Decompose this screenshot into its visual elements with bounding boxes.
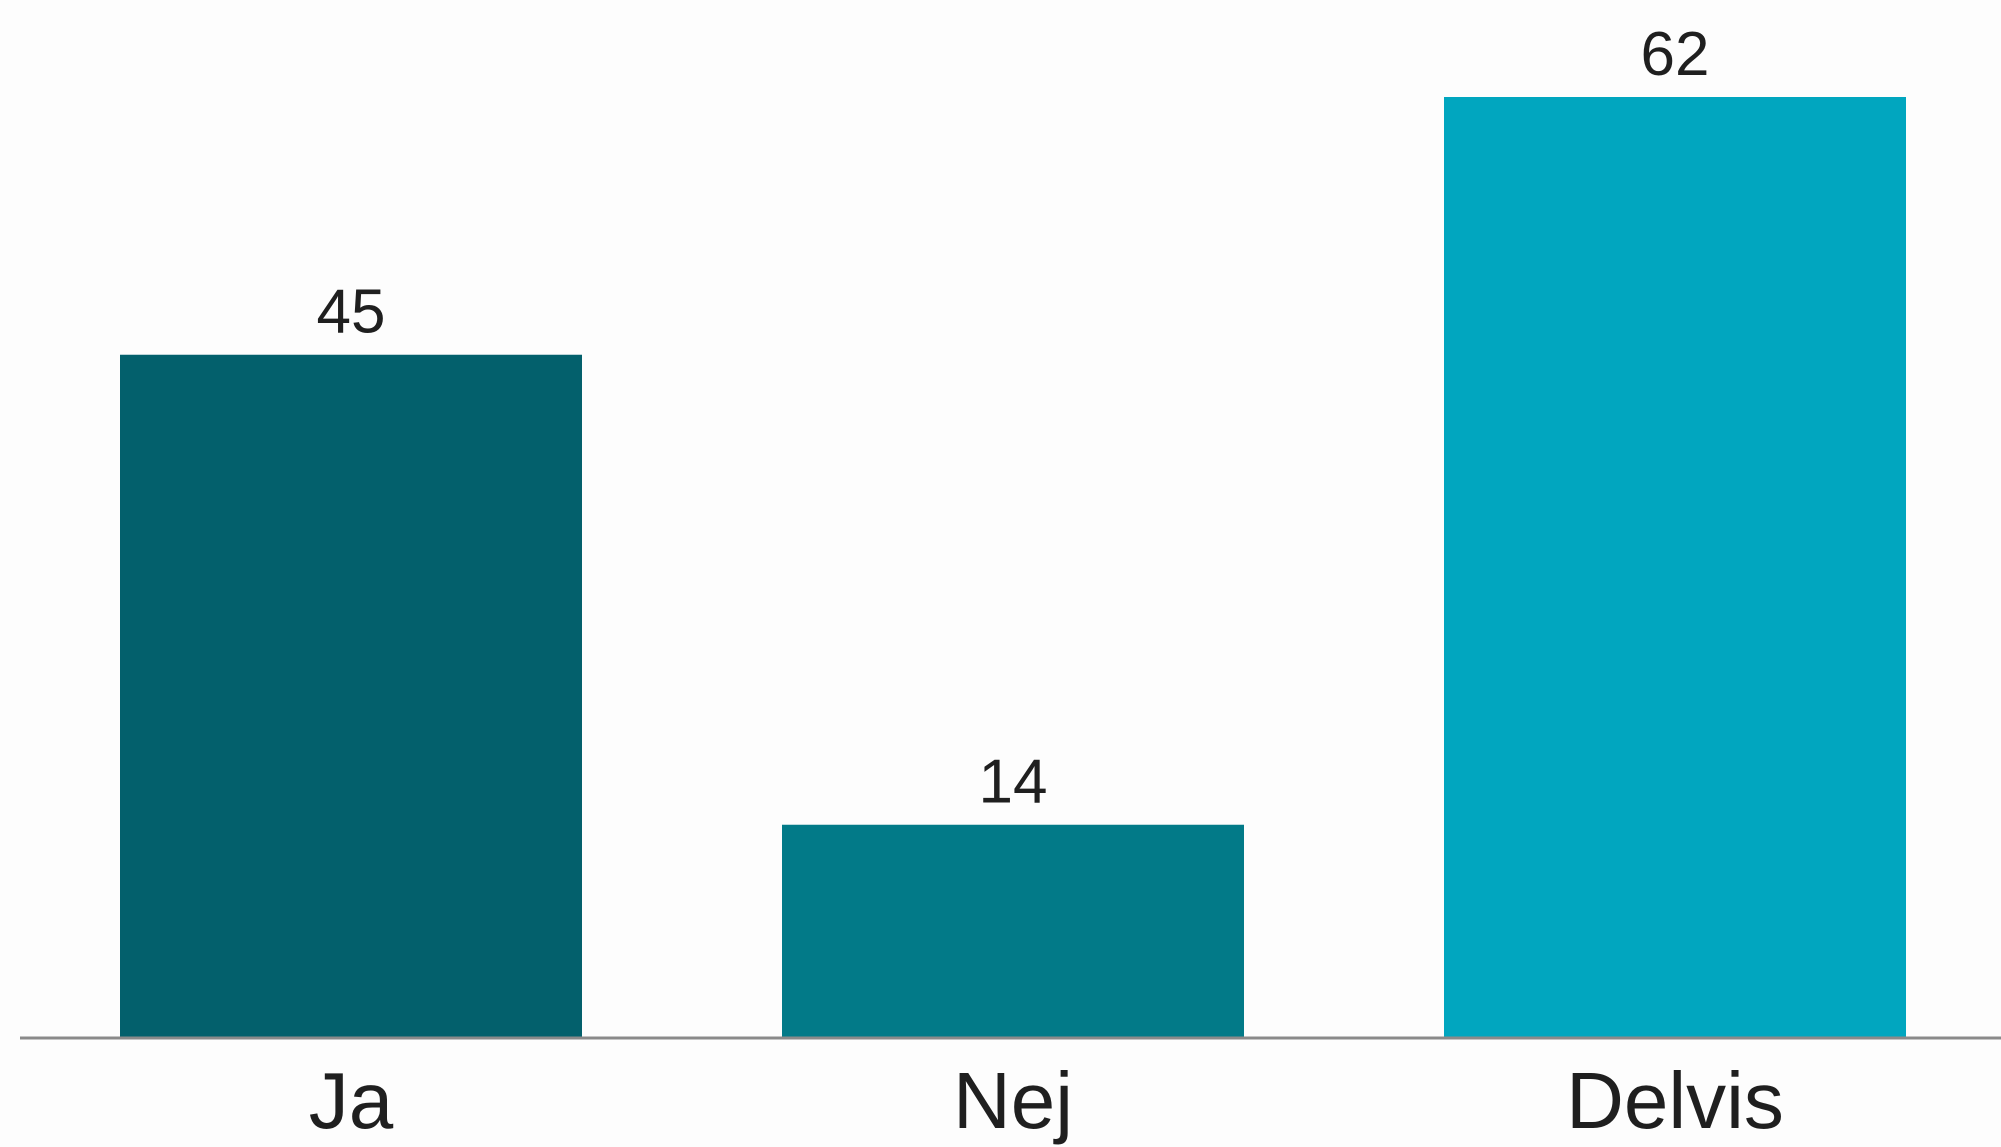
bar-ja xyxy=(120,354,582,1037)
bar-nej xyxy=(782,824,1244,1037)
x-tick-label-delvis: Delvis xyxy=(1566,1056,1784,1145)
x-tick-label-ja: Ja xyxy=(309,1056,394,1145)
bars-group xyxy=(120,97,1906,1037)
data-label-delvis: 62 xyxy=(1641,20,1710,89)
x-tick-label-nej: Nej xyxy=(953,1056,1073,1145)
bar-delvis xyxy=(1444,97,1906,1037)
data-label-nej: 14 xyxy=(979,748,1048,817)
x-tick-labels-group: Ja Nej Delvis xyxy=(309,1056,1784,1145)
data-labels-group: 45 14 62 xyxy=(317,20,1710,817)
data-label-ja: 45 xyxy=(317,278,386,347)
